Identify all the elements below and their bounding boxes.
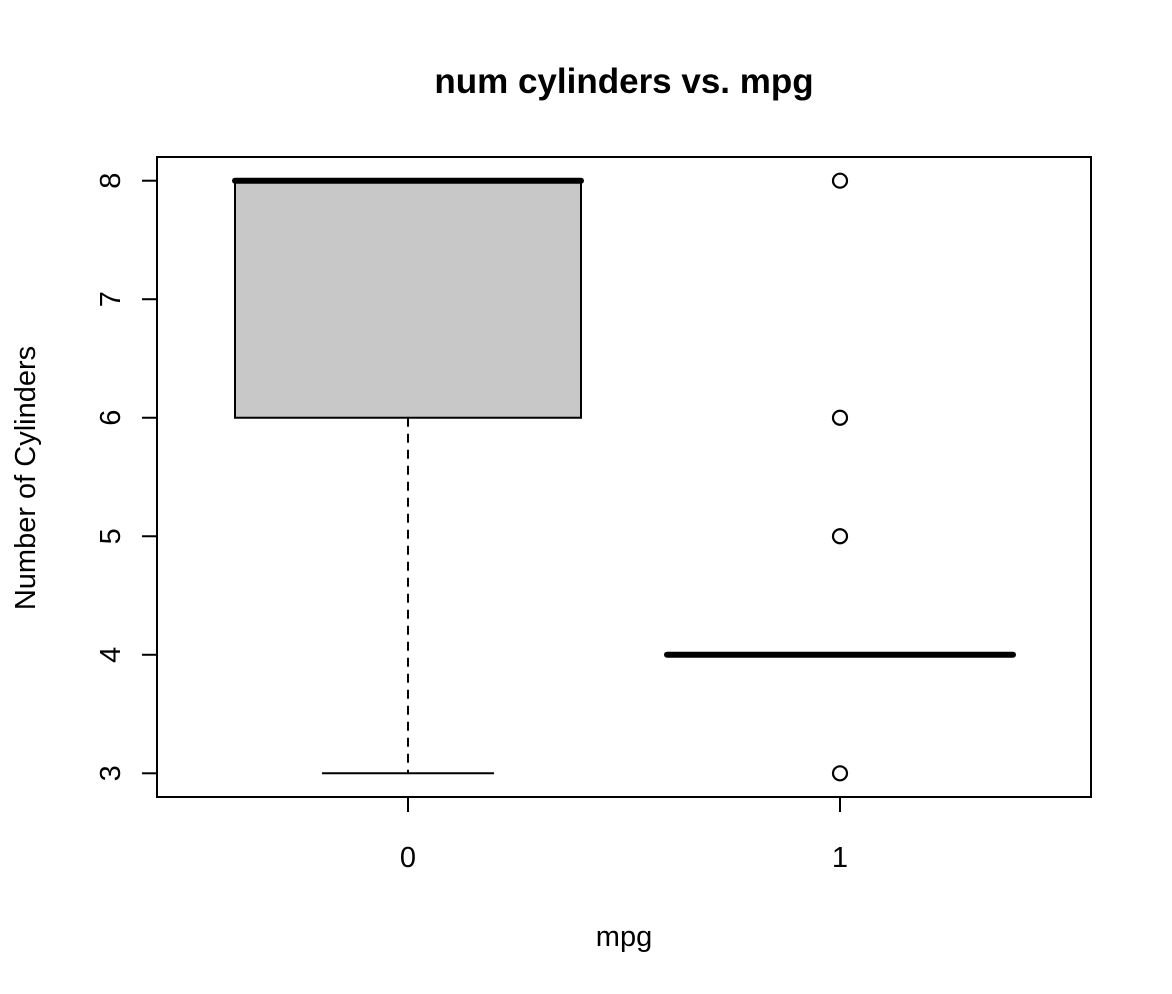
outlier-point xyxy=(831,528,849,545)
plot-frame xyxy=(156,156,1092,798)
y-tick-label: 5 xyxy=(95,528,127,544)
x-tick-label: 0 xyxy=(400,842,416,874)
y-tick-label: 6 xyxy=(95,410,127,426)
y-axis-label: Number of Cylinders xyxy=(10,346,42,610)
boxes-layer xyxy=(232,172,1016,782)
outlier-point xyxy=(831,765,849,782)
x-tick-label: 1 xyxy=(832,842,848,874)
y-tick-label: 3 xyxy=(95,765,127,781)
box-group-1 xyxy=(664,172,1016,782)
box-group-0 xyxy=(232,177,584,775)
chart-title: num cylinders vs. mpg xyxy=(434,62,813,101)
y-axis: 3 4 5 6 7 8 xyxy=(95,173,157,781)
y-tick-label: 4 xyxy=(95,647,127,663)
outlier-point xyxy=(831,172,849,189)
y-tick-label: 8 xyxy=(95,173,127,189)
box-rect xyxy=(234,179,582,419)
outlier-point xyxy=(831,409,849,426)
y-tick-label: 7 xyxy=(95,291,127,307)
x-axis-label: mpg xyxy=(596,921,652,953)
